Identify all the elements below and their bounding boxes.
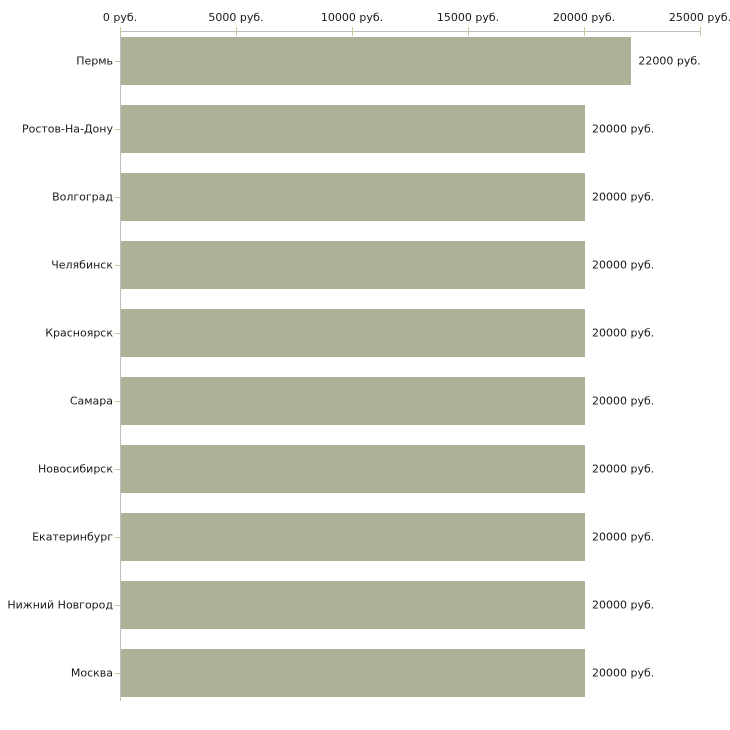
bar-value-label: 20000 руб. <box>592 258 655 272</box>
x-axis-tick <box>700 27 701 36</box>
bar <box>121 513 585 561</box>
y-axis-line <box>120 31 121 701</box>
category-label: Новосибирск <box>37 462 113 476</box>
x-axis-tick <box>236 27 237 36</box>
y-axis-tick <box>115 401 120 402</box>
bar-value-label: 20000 руб. <box>592 394 655 408</box>
category-label: Волгоград <box>52 190 113 204</box>
bar <box>121 445 585 493</box>
y-axis-tick <box>115 61 120 62</box>
x-axis-tick-label: 5000 руб. <box>208 11 264 24</box>
x-axis-tick <box>120 27 121 36</box>
bar <box>121 37 632 85</box>
category-label: Ростов-На-Дону <box>21 122 113 136</box>
x-axis-tick-label: 10000 руб. <box>320 11 384 24</box>
x-axis-tick <box>468 27 469 36</box>
x-axis-tick-label: 20000 руб. <box>552 11 616 24</box>
category-label: Москва <box>70 666 113 680</box>
bar-value-label: 20000 руб. <box>592 530 655 544</box>
bar <box>121 241 585 289</box>
bar-value-label: 20000 руб. <box>592 190 655 204</box>
bar-value-label: 20000 руб. <box>592 462 655 476</box>
category-label: Красноярск <box>45 326 113 340</box>
x-axis-line <box>120 31 700 32</box>
x-axis-tick-label: 0 руб. <box>102 11 138 24</box>
bar <box>121 173 585 221</box>
bar-value-label: 20000 руб. <box>592 122 655 136</box>
category-label: Нижний Новгород <box>7 598 113 612</box>
y-axis-tick <box>115 197 120 198</box>
category-label: Екатеринбург <box>32 530 113 544</box>
y-axis-tick <box>115 265 120 266</box>
x-axis-tick <box>352 27 353 36</box>
y-axis-tick <box>115 673 120 674</box>
bar <box>121 581 585 629</box>
y-axis-tick <box>115 605 120 606</box>
category-label: Самара <box>69 394 113 408</box>
x-axis-tick-label: 15000 руб. <box>436 11 500 24</box>
bar <box>121 105 585 153</box>
bar <box>121 309 585 357</box>
category-label: Челябинск <box>51 258 113 272</box>
category-label: Пермь <box>76 54 113 68</box>
bar-value-label: 22000 руб. <box>638 54 701 68</box>
x-axis-tick-label: 25000 руб. <box>668 11 730 24</box>
bar-value-label: 20000 руб. <box>592 666 655 680</box>
y-axis-tick <box>115 537 120 538</box>
y-axis-tick <box>115 333 120 334</box>
bar <box>121 377 585 425</box>
bar <box>121 649 585 697</box>
y-axis-tick <box>115 469 120 470</box>
x-axis-tick <box>584 27 585 36</box>
bar-value-label: 20000 руб. <box>592 598 655 612</box>
y-axis-tick <box>115 129 120 130</box>
bar-value-label: 20000 руб. <box>592 326 655 340</box>
